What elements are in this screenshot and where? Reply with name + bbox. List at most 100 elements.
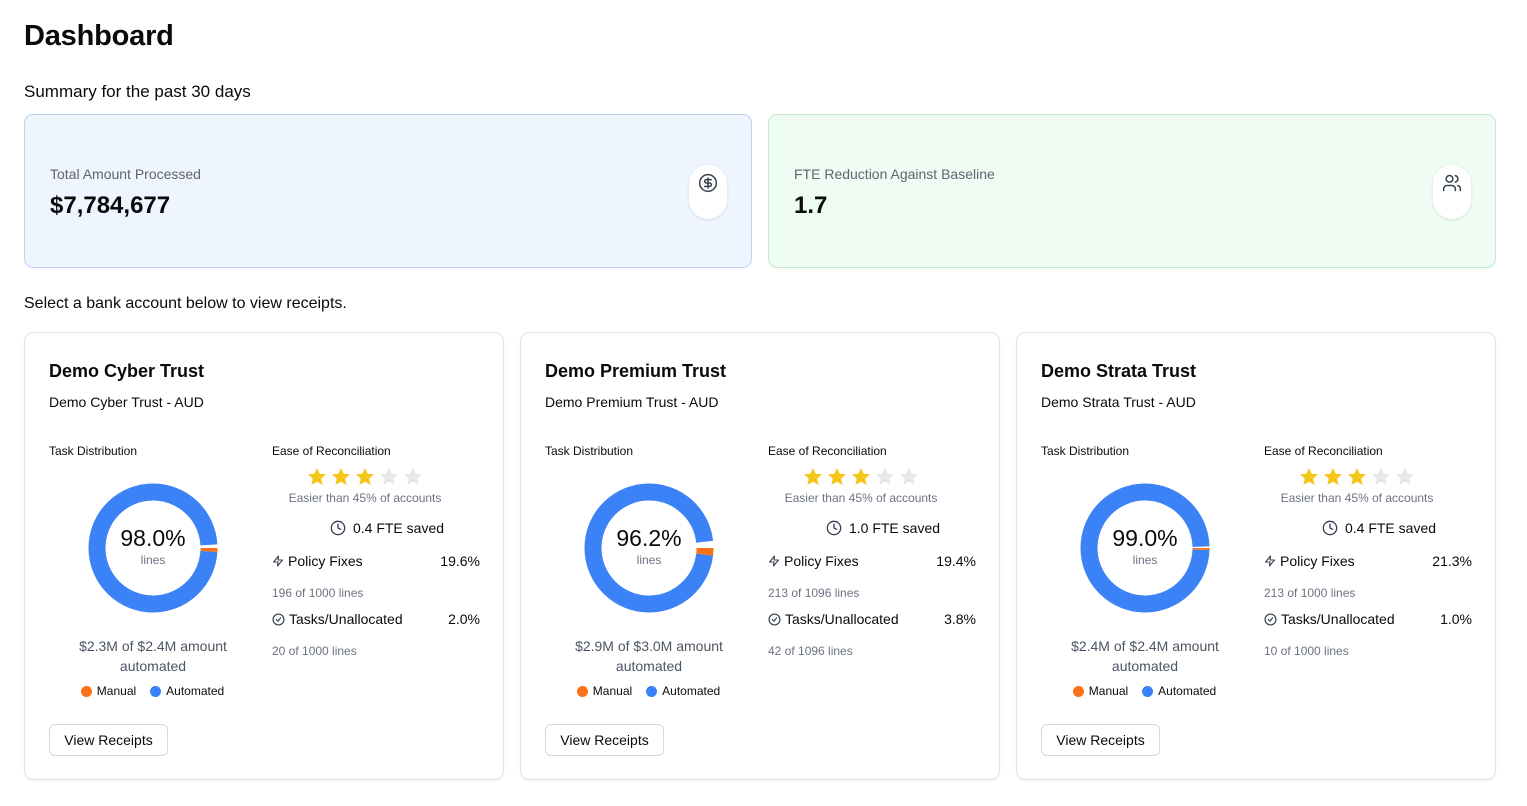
policy-fixes-percentage: 19.6% (440, 553, 480, 569)
donut-automated-segment (1080, 483, 1210, 613)
legend-automated-label: Automated (166, 684, 225, 698)
donut-legend: Manual Automated (49, 684, 256, 698)
zap-icon (768, 555, 780, 567)
automated-percentage: 96.2% (616, 525, 682, 551)
ease-of-reconciliation-label: Ease of Reconciliation (1264, 444, 1383, 458)
view-receipts-button[interactable]: View Receipts (49, 724, 168, 756)
star-empty-icon (1396, 468, 1414, 485)
policy-fixes-percentage: 21.3% (1432, 553, 1472, 569)
policy-fixes-label: Policy Fixes (784, 553, 859, 569)
legend-automated: Automated (1142, 684, 1216, 698)
star-empty-icon (404, 468, 422, 485)
legend-automated-label: Automated (662, 684, 721, 698)
star-empty-icon (876, 468, 894, 485)
donut-unit-label: lines (140, 553, 166, 567)
total-amount-value: $7,784,677 (50, 192, 171, 219)
amount-automated-text: $2.9M of $3.0M amount automated (575, 638, 723, 674)
legend-manual-dot (576, 685, 588, 697)
view-receipts-button[interactable]: View Receipts (545, 724, 664, 756)
automated-percentage: 99.0% (1112, 525, 1178, 551)
legend-manual: Manual (80, 684, 136, 698)
policy-fixes-row: Policy Fixes 19.6% (272, 553, 480, 569)
automated-percentage: 98.0% (120, 525, 186, 551)
dollar-circle-icon (689, 165, 727, 219)
account-name: Demo Premium Trust (545, 361, 727, 381)
policy-fixes-label: Policy Fixes (288, 553, 363, 569)
task-distribution-label: Task Distribution (545, 444, 634, 458)
account-card: Demo Cyber Trust Demo Cyber Trust - AUD … (24, 332, 504, 780)
total-amount-card: Total Amount Processed $7,784,677 (24, 114, 752, 268)
account-card: Demo Strata Trust Demo Strata Trust - AU… (1016, 332, 1496, 780)
policy-fixes-row: Policy Fixes 19.4% (768, 553, 976, 569)
account-subtitle: Demo Strata Trust - AUD (1041, 394, 1196, 410)
tasks-unallocated-lines: 10 of 1000 lines (1264, 644, 1349, 658)
summary-caption: Summary for the past 30 days (24, 82, 251, 101)
fte-saved: 1.0 FTE saved (768, 520, 998, 536)
donut-legend: Manual Automated (1041, 684, 1248, 698)
fte-saved-text: 0.4 FTE saved (352, 520, 445, 536)
policy-fixes-percentage: 19.4% (936, 553, 976, 569)
legend-manual-dot (80, 685, 92, 697)
zap-icon (272, 555, 284, 567)
donut-manual-segment (88, 483, 218, 613)
legend-manual: Manual (1072, 684, 1129, 698)
clock-icon (826, 520, 842, 536)
amount-automated-text: $2.3M of $2.4M amount automated (79, 638, 227, 674)
account-subtitle: Demo Premium Trust - AUD (545, 394, 719, 410)
task-distribution-label: Task Distribution (49, 444, 138, 458)
star-filled-icon (308, 468, 326, 485)
star-filled-icon (1348, 468, 1366, 485)
star-filled-icon (356, 468, 374, 485)
policy-fixes-label: Policy Fixes (1280, 553, 1355, 569)
star-filled-icon (1300, 468, 1318, 485)
legend-manual-dot (1072, 685, 1084, 697)
legend-manual-label: Manual (1088, 684, 1129, 698)
tasks-unallocated-lines: 20 of 1000 lines (272, 644, 357, 658)
tasks-unallocated-row: Tasks/Unallocated 2.0% (272, 611, 480, 627)
tasks-unallocated-percentage: 2.0% (448, 611, 480, 627)
view-receipts-button[interactable]: View Receipts (1041, 724, 1160, 756)
donut-automated-segment (584, 483, 714, 613)
zap-icon (1264, 555, 1276, 567)
total-amount-label: Total Amount Processed (50, 166, 201, 182)
account-name: Demo Cyber Trust (49, 361, 205, 381)
legend-automated: Automated (646, 684, 720, 698)
clock-icon (330, 520, 346, 536)
legend-automated-label: Automated (1158, 684, 1217, 698)
check-circle-icon (272, 612, 285, 626)
star-filled-icon (852, 468, 870, 485)
fte-saved: 0.4 FTE saved (1264, 520, 1494, 536)
donut-manual-segment (584, 483, 714, 613)
tasks-unallocated-row: Tasks/Unallocated 3.8% (768, 611, 976, 627)
legend-manual-label: Manual (592, 684, 633, 698)
tasks-unallocated-percentage: 3.8% (944, 611, 976, 627)
legend-automated-dot (646, 685, 658, 697)
policy-fixes-row: Policy Fixes 21.3% (1264, 553, 1472, 569)
star-filled-icon (1324, 468, 1342, 485)
donut-legend: Manual Automated (545, 684, 752, 698)
easier-than-text: Easier than 45% of accounts (1280, 491, 1434, 505)
task-distribution-donut: 99.0% lines (1080, 483, 1210, 613)
star-empty-icon (1372, 468, 1390, 485)
users-icon (1433, 165, 1471, 219)
legend-automated-dot (1142, 685, 1154, 697)
policy-fixes-lines: 196 of 1000 lines (272, 586, 364, 600)
easier-than-text: Easier than 45% of accounts (288, 491, 442, 505)
ease-of-reconciliation-label: Ease of Reconciliation (272, 444, 391, 458)
easier-than-text: Easier than 45% of accounts (784, 491, 938, 505)
policy-fixes-lines: 213 of 1096 lines (768, 586, 860, 600)
fte-reduction-card: FTE Reduction Against Baseline 1.7 (768, 114, 1496, 268)
ease-of-reconciliation-label: Ease of Reconciliation (768, 444, 887, 458)
legend-automated-dot (150, 685, 162, 697)
clock-icon (1322, 520, 1338, 536)
task-distribution-donut: 98.0% lines (88, 483, 218, 613)
policy-fixes-lines: 213 of 1000 lines (1264, 586, 1356, 600)
check-circle-icon (768, 612, 781, 626)
star-filled-icon (804, 468, 822, 485)
task-distribution-donut: 96.2% lines (584, 483, 714, 613)
fte-saved: 0.4 FTE saved (272, 520, 502, 536)
donut-automated-segment (88, 483, 218, 613)
check-circle-icon (1264, 612, 1277, 626)
ease-rating-stars (768, 466, 954, 488)
donut-unit-label: lines (636, 553, 662, 567)
